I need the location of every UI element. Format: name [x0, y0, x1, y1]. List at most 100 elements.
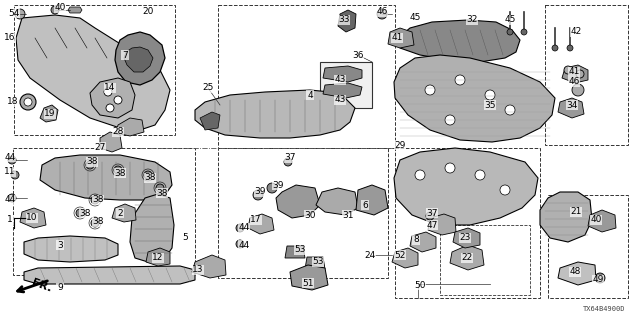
- Polygon shape: [130, 194, 174, 262]
- Text: 45: 45: [410, 13, 420, 22]
- Circle shape: [426, 212, 434, 220]
- Circle shape: [377, 9, 387, 19]
- Polygon shape: [16, 15, 170, 130]
- Bar: [320, 62, 372, 108]
- Circle shape: [505, 105, 515, 115]
- Text: 29: 29: [394, 140, 406, 149]
- Polygon shape: [338, 10, 356, 32]
- Text: 54: 54: [8, 9, 20, 18]
- Circle shape: [253, 190, 263, 200]
- Circle shape: [500, 185, 510, 195]
- Circle shape: [445, 163, 455, 173]
- Circle shape: [415, 170, 425, 180]
- Text: 40: 40: [590, 215, 602, 225]
- Polygon shape: [115, 32, 165, 85]
- Text: 9: 9: [57, 284, 63, 292]
- Circle shape: [485, 90, 495, 100]
- Circle shape: [8, 156, 16, 164]
- Polygon shape: [394, 148, 538, 225]
- Text: 43: 43: [334, 76, 346, 84]
- Circle shape: [507, 29, 513, 35]
- Text: 27: 27: [94, 142, 106, 151]
- Polygon shape: [323, 83, 362, 98]
- Text: 16: 16: [4, 34, 16, 43]
- Bar: [218, 148, 388, 278]
- Bar: [218, 5, 395, 148]
- Text: 52: 52: [394, 251, 406, 260]
- Text: 44: 44: [238, 223, 250, 233]
- Polygon shape: [453, 228, 480, 248]
- Polygon shape: [540, 192, 592, 242]
- Text: 17: 17: [250, 215, 262, 225]
- Polygon shape: [394, 55, 555, 142]
- Text: 38: 38: [156, 188, 168, 197]
- Polygon shape: [200, 112, 220, 130]
- Circle shape: [86, 161, 94, 169]
- Bar: [545, 5, 628, 145]
- Text: 45: 45: [504, 15, 516, 25]
- Text: 32: 32: [467, 15, 477, 25]
- Text: 47: 47: [426, 220, 438, 229]
- Circle shape: [475, 170, 485, 180]
- Circle shape: [106, 104, 114, 112]
- Polygon shape: [316, 188, 358, 215]
- Polygon shape: [116, 118, 144, 136]
- Circle shape: [445, 115, 455, 125]
- Text: 19: 19: [44, 109, 56, 118]
- Circle shape: [114, 166, 122, 174]
- Circle shape: [552, 45, 558, 51]
- Polygon shape: [305, 257, 325, 269]
- Text: 44: 44: [238, 241, 250, 250]
- Circle shape: [91, 196, 99, 204]
- Text: 51: 51: [302, 278, 314, 287]
- Circle shape: [114, 96, 122, 104]
- Circle shape: [572, 84, 584, 96]
- Text: 41: 41: [568, 68, 580, 76]
- Polygon shape: [146, 248, 170, 266]
- Polygon shape: [356, 185, 388, 215]
- Text: 7: 7: [122, 51, 128, 60]
- Circle shape: [144, 171, 152, 179]
- Text: 43: 43: [334, 95, 346, 105]
- Bar: [440, 225, 530, 295]
- Polygon shape: [24, 236, 118, 262]
- Text: 8: 8: [413, 236, 419, 244]
- Text: TX64B4900D: TX64B4900D: [582, 306, 625, 312]
- Text: 37: 37: [284, 154, 296, 163]
- Circle shape: [8, 194, 16, 202]
- Text: 38: 38: [86, 157, 98, 166]
- Text: 50: 50: [414, 281, 426, 290]
- Polygon shape: [428, 214, 456, 235]
- Polygon shape: [112, 204, 136, 222]
- Text: 24: 24: [364, 251, 376, 260]
- Polygon shape: [558, 262, 596, 285]
- Polygon shape: [276, 185, 320, 218]
- Polygon shape: [90, 78, 135, 118]
- Circle shape: [267, 183, 277, 193]
- Text: 37: 37: [426, 209, 438, 218]
- Polygon shape: [588, 210, 616, 232]
- Circle shape: [425, 85, 435, 95]
- Text: 14: 14: [104, 84, 116, 92]
- Text: 23: 23: [460, 234, 470, 243]
- Circle shape: [576, 70, 584, 78]
- Circle shape: [104, 88, 112, 96]
- Polygon shape: [40, 105, 58, 122]
- Text: 3: 3: [57, 241, 63, 250]
- Polygon shape: [285, 246, 305, 258]
- Text: 25: 25: [202, 84, 214, 92]
- Circle shape: [236, 240, 244, 248]
- Text: 1: 1: [7, 215, 13, 225]
- Text: 38: 38: [92, 196, 104, 204]
- Circle shape: [455, 75, 465, 85]
- Text: 53: 53: [294, 245, 306, 254]
- Polygon shape: [100, 132, 122, 152]
- Circle shape: [564, 66, 572, 74]
- Circle shape: [51, 6, 59, 14]
- Text: 49: 49: [592, 276, 604, 284]
- Circle shape: [11, 171, 19, 179]
- Text: 42: 42: [570, 28, 582, 36]
- Text: 6: 6: [362, 201, 368, 210]
- Text: 44: 44: [4, 196, 15, 204]
- Circle shape: [91, 219, 99, 227]
